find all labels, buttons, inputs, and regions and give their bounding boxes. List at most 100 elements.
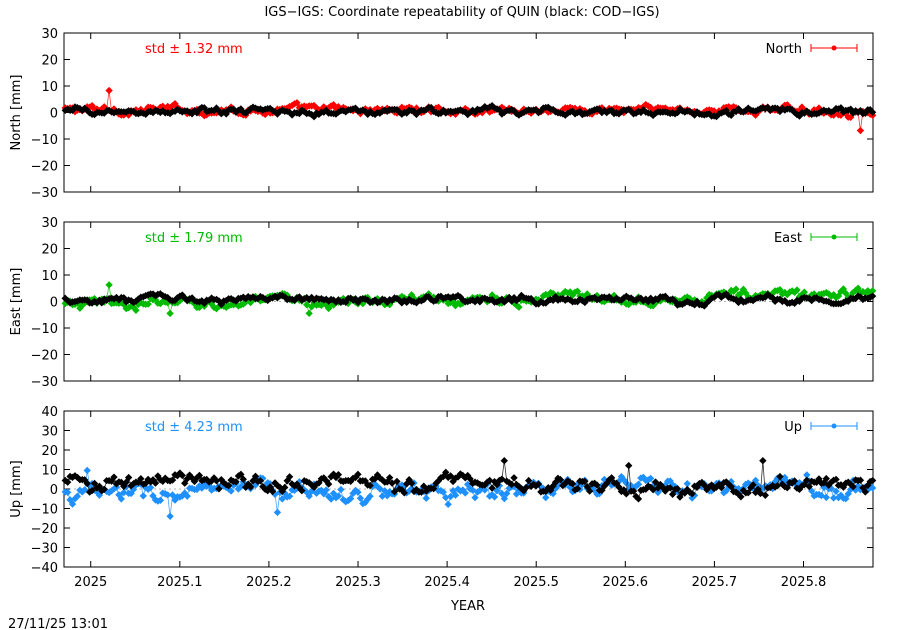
y-tick-label: −40 bbox=[31, 561, 58, 576]
data-point bbox=[868, 292, 877, 300]
data-point bbox=[407, 479, 416, 487]
data-point bbox=[868, 476, 877, 485]
data-point bbox=[124, 473, 133, 482]
chart-title: IGS−IGS: Coordinate repeatability of QUI… bbox=[264, 5, 659, 20]
x-axis-title: YEAR bbox=[450, 599, 485, 614]
data-point bbox=[366, 492, 374, 500]
data-point bbox=[622, 479, 630, 487]
x-tick-label: 2025.7 bbox=[692, 575, 738, 590]
y-tick-label: 30 bbox=[41, 425, 58, 440]
data-point bbox=[390, 488, 399, 496]
data-point bbox=[646, 474, 655, 483]
y-tick-label: 20 bbox=[41, 444, 58, 459]
data-point bbox=[268, 487, 277, 496]
y-tick-label: −30 bbox=[31, 186, 58, 201]
data-point bbox=[749, 481, 757, 489]
data-point bbox=[137, 475, 145, 483]
series-cod-igs bbox=[61, 102, 877, 121]
series-cod-igs bbox=[61, 290, 877, 310]
legend-marker bbox=[831, 423, 837, 429]
data-point bbox=[832, 487, 840, 495]
data-point bbox=[793, 286, 801, 294]
data-point bbox=[166, 512, 174, 520]
data-point bbox=[429, 484, 438, 493]
data-point bbox=[471, 493, 479, 502]
y-tick-label: 20 bbox=[41, 54, 58, 69]
data-point bbox=[800, 288, 809, 296]
y-tick-label: −30 bbox=[31, 375, 58, 390]
x-tick-label: 2025 bbox=[74, 575, 107, 590]
y-tick-label: −10 bbox=[31, 133, 58, 148]
panels-group: 30 20 10 0 −10 −20 −30 North [mm] std ± 1.32 mm N… bbox=[9, 27, 877, 576]
legend-label: North bbox=[766, 42, 802, 57]
data-point bbox=[110, 473, 118, 481]
data-point bbox=[334, 470, 343, 479]
x-tick-label: 2025.1 bbox=[157, 575, 203, 590]
y-tick-label: 0 bbox=[50, 296, 58, 311]
data-point bbox=[366, 481, 374, 490]
std-label: std ± 1.32 mm bbox=[145, 42, 243, 57]
data-point bbox=[651, 478, 660, 486]
data-point bbox=[856, 126, 865, 135]
data-point bbox=[822, 474, 830, 483]
data-point bbox=[417, 488, 426, 496]
x-axis-labels: 2025 2025.1 2025.2 2025.3 2025.4 2025.5 2025.6… bbox=[74, 575, 826, 590]
data-point bbox=[634, 480, 643, 488]
data-point bbox=[832, 475, 840, 484]
x-tick-label: 2025.5 bbox=[513, 575, 559, 590]
data-point bbox=[585, 487, 594, 495]
x-tick-label: 2025.6 bbox=[603, 575, 649, 590]
data-point bbox=[856, 476, 865, 484]
data-point bbox=[573, 485, 582, 493]
std-label: std ± 1.79 mm bbox=[145, 231, 243, 246]
data-point bbox=[246, 483, 255, 491]
data-point bbox=[503, 489, 511, 498]
y-tick-label: −20 bbox=[31, 160, 58, 175]
data-point bbox=[442, 493, 450, 502]
data-point bbox=[324, 480, 333, 488]
data-point bbox=[139, 492, 147, 500]
data-point bbox=[195, 471, 204, 480]
data-point bbox=[783, 484, 791, 492]
data-point bbox=[634, 495, 643, 503]
data-point bbox=[298, 486, 306, 495]
x-tick-label: 2025.3 bbox=[335, 575, 381, 590]
data-point bbox=[737, 493, 745, 501]
data-point bbox=[744, 489, 752, 497]
y-tick-label: −30 bbox=[31, 542, 58, 557]
panel-up: 40 30 20 10 0 −10 −20 −30 −40 Up [mm] std ± 4.23 m… bbox=[9, 405, 877, 576]
data-point bbox=[493, 487, 501, 495]
data-point bbox=[581, 477, 589, 486]
data-point bbox=[166, 309, 174, 318]
data-point bbox=[461, 489, 469, 497]
data-point bbox=[337, 485, 345, 494]
data-point bbox=[688, 490, 696, 498]
data-point bbox=[488, 484, 496, 492]
data-point bbox=[861, 488, 869, 496]
panel-north: 30 20 10 0 −10 −20 −30 North [mm] std ± 1.32 mm N… bbox=[9, 27, 877, 201]
y-axis-title: North [mm] bbox=[9, 75, 24, 151]
data-point bbox=[305, 309, 313, 318]
data-point bbox=[732, 285, 740, 293]
y-tick-label: −20 bbox=[31, 522, 58, 537]
y-tick-label: 20 bbox=[41, 243, 58, 258]
y-tick-label: 10 bbox=[41, 80, 58, 95]
timestamp: 27/11/25 13:01 bbox=[8, 617, 108, 630]
data-point bbox=[100, 485, 108, 493]
data-point bbox=[803, 476, 811, 484]
data-point bbox=[83, 466, 91, 475]
data-point bbox=[500, 457, 508, 465]
y-axis-title: East [mm] bbox=[9, 268, 24, 336]
data-point bbox=[868, 287, 877, 295]
y-tick-label: 30 bbox=[41, 216, 58, 231]
data-point bbox=[164, 491, 172, 499]
y-axis-title: Up [mm] bbox=[9, 460, 24, 517]
legend-label: East bbox=[774, 231, 802, 246]
y-tick-label: 10 bbox=[41, 269, 58, 284]
data-point bbox=[622, 490, 630, 498]
data-point bbox=[510, 474, 518, 482]
std-label: std ± 4.23 mm bbox=[145, 420, 243, 435]
data-point bbox=[178, 471, 186, 480]
data-point bbox=[273, 508, 282, 517]
